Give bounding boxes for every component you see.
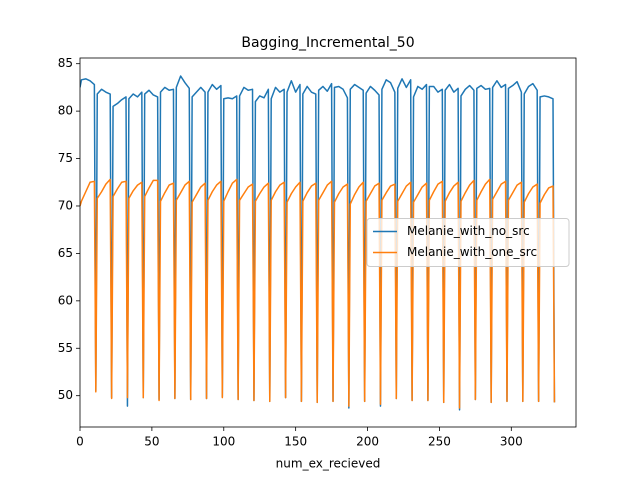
x-tick-label: 150: [284, 435, 307, 449]
x-tick-label: 0: [76, 435, 84, 449]
legend-box: [366, 218, 570, 267]
y-tick-label: 50: [58, 388, 73, 402]
series-line: [80, 178, 556, 409]
legend: Melanie_with_no_src Melanie_with_one_src: [366, 218, 570, 267]
y-tick-label: 85: [58, 56, 73, 70]
y-tick-label: 55: [58, 341, 73, 355]
x-tick-label: 250: [428, 435, 451, 449]
axes-frame: [79, 57, 577, 428]
legend-label: Melanie_with_no_src: [407, 224, 530, 238]
x-tick-label: 100: [212, 435, 235, 449]
y-tick-label: 60: [58, 293, 73, 307]
legend-label: Melanie_with_one_src: [407, 245, 537, 259]
y-tick-label: 75: [58, 151, 73, 165]
y-tick-label: 80: [58, 104, 73, 118]
x-tick-label: 200: [356, 435, 379, 449]
x-axis-label: num_ex_recieved: [276, 457, 381, 471]
y-tick-label: 70: [58, 198, 73, 212]
chart-title: Bagging_Incremental_50: [241, 35, 414, 51]
x-tick-label: 300: [500, 435, 523, 449]
x-tick-label: 50: [144, 435, 159, 449]
y-tick-label: 65: [58, 246, 73, 260]
